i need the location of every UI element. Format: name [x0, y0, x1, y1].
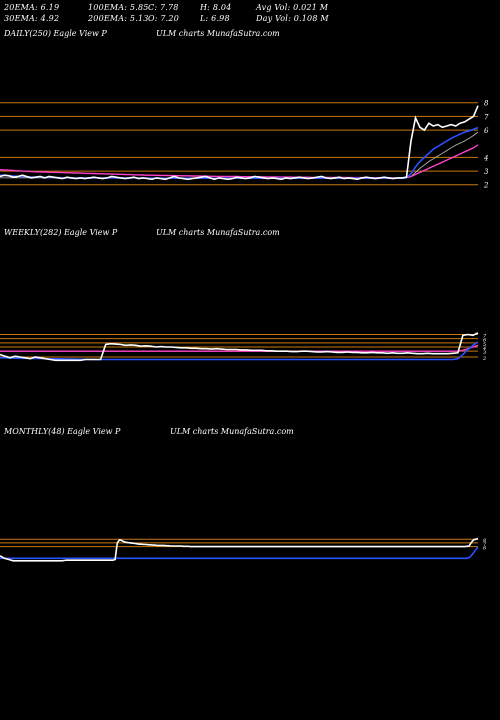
y-tick-label: 7	[484, 113, 489, 121]
y-tick-label: 4	[482, 346, 486, 352]
header-low: L: 6.98	[200, 14, 230, 23]
y-tick-label: 6	[484, 127, 489, 135]
monthly-panel-label: MONTHLY(48) Eagle View P	[4, 427, 121, 436]
y-tick-label: 2	[482, 356, 486, 362]
header-30ema: 30EMA: 4.92	[4, 14, 60, 23]
y-tick-label: 4	[483, 154, 488, 162]
daily-panel-source: ULM charts MunafaSutra.com	[156, 29, 280, 38]
daily-panel-label: DAILY(250) Eagle View P	[4, 29, 107, 38]
header-open: O: 7.20	[148, 14, 180, 23]
y-tick-label: 6	[483, 338, 487, 344]
monthly-panel-source: ULM charts MunafaSutra.com	[170, 427, 294, 436]
y-tick-label: 7	[483, 542, 487, 548]
header-day-vol: Day Vol: 0.108 M	[256, 14, 329, 23]
y-tick-label: 2	[483, 182, 489, 190]
y-tick-label: 8	[483, 538, 486, 544]
header-100ema: 100EMA: 5.85	[88, 3, 149, 12]
y-tick-label: 6	[483, 546, 487, 552]
ema-fast-series-line	[0, 546, 479, 560]
panel-0: 8 7 6 4 3 2	[0, 100, 489, 190]
header-20ema: 20EMA: 6.19	[4, 3, 60, 12]
ema-slow-series-line	[0, 344, 479, 352]
price-series-line	[0, 105, 479, 181]
weekly-panel-source: ULM charts MunafaSutra.com	[156, 228, 280, 237]
header-avg-vol: Avg Vol: 0.021 M	[256, 3, 329, 12]
header-200ema: 200EMA: 5.13	[88, 14, 149, 23]
y-tick-label: 8	[484, 100, 489, 108]
price-series-line	[0, 332, 479, 362]
weekly-panel-label: WEEKLY(282) Eagle View P	[4, 228, 118, 237]
panel-2: 876	[0, 537, 487, 562]
y-tick-label: 3	[483, 350, 486, 356]
y-tick-label: 5	[483, 342, 486, 348]
ema-fast-series-line	[0, 341, 479, 361]
y-tick-label: 7	[483, 334, 487, 340]
y-tick-label: 3	[484, 168, 489, 176]
header-close: C: 7.78	[148, 3, 179, 12]
price-series-line	[0, 537, 479, 562]
header-high: H: 8.04	[200, 3, 232, 12]
